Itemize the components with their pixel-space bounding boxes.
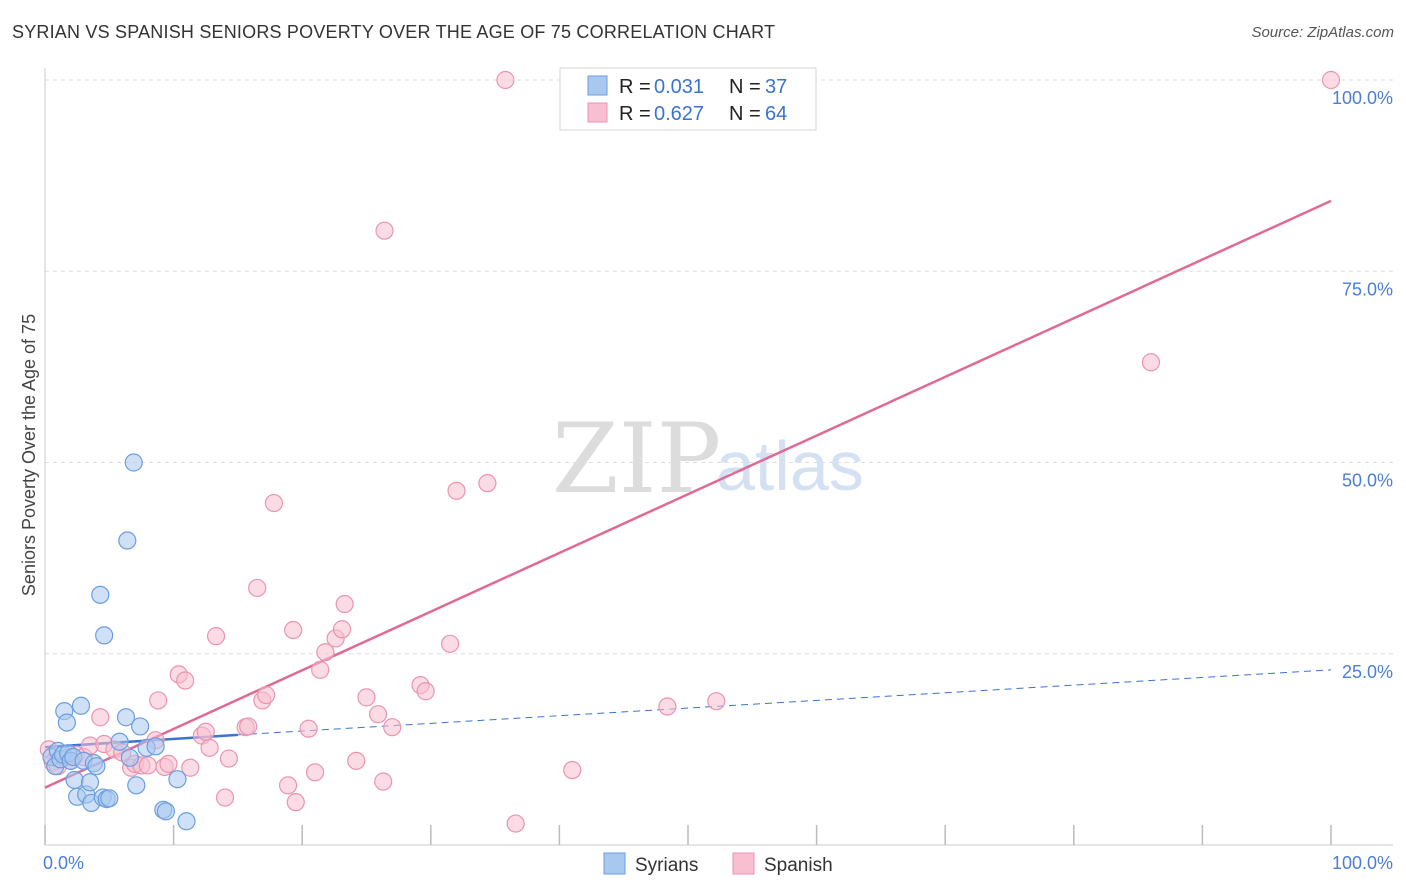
grid-layer [45,79,1396,655]
chart-title: SYRIAN VS SPANISH SENIORS POVERTY OVER T… [12,22,776,42]
spanish-point [383,718,402,737]
spanish-point [478,474,497,493]
syrians-legend-swatch [587,75,608,96]
y-axis-title: Seniors Poverty Over the Age of 75 [19,314,39,596]
spanish-point [91,708,110,727]
spanish-n-value: 64 [765,103,787,125]
syrians-point [110,732,129,751]
spanish-point [368,705,388,724]
syrians-point [91,585,110,604]
spanish-point [138,756,157,775]
spanish-r-value: 0.627 [654,103,704,125]
syrians-point [127,776,146,795]
spanish-point [347,751,366,770]
spanish-point [506,814,525,833]
x-tick-label: 100.0% [1332,853,1393,873]
spanish-point [357,688,376,707]
syrians-point [57,713,76,732]
spanish-point [149,691,168,710]
spanish-point [219,749,238,768]
syrians-point [120,748,139,767]
spanish-point [375,221,394,240]
syrians-point [124,453,143,472]
spanish-point [335,594,354,614]
spanish-point [305,763,325,782]
spanish-point [196,722,215,741]
syrians-point [65,770,84,790]
axis-layer: 25.0% 50.0% 75.0% 100.0% 0.0% 100.0% [43,68,1393,873]
y-tick-label: 25.0% [1342,662,1393,682]
spanish-point [200,738,219,757]
syrians-n-value: 37 [765,76,787,98]
spanish-point [707,692,726,711]
spanish-point [563,760,582,780]
spanish-r-label: R = [619,103,651,125]
spanish-trend-line [44,199,1332,789]
spanish-point [447,481,466,500]
spanish-point [278,776,298,795]
syrians-point [168,770,187,789]
spanish-point [239,717,258,736]
syrians-trend-extension [237,669,1332,736]
spanish-point [264,493,284,513]
syrians-point [118,531,137,550]
watermark-atlas: atlas [716,427,864,505]
spanish-point [206,627,226,646]
spanish-point [332,620,352,639]
spanish-n-label: N = [729,103,761,125]
spanish-point [159,754,178,774]
spanish-legend-swatch [587,102,608,123]
syrians-point [71,696,91,715]
spanish-point [311,660,330,679]
spanish-bottom-label: Spanish [764,855,833,876]
series-legend: Syrians Spanish [603,852,833,876]
spanish-point [496,70,515,90]
syrians-point [146,737,165,756]
syrians-point [95,626,114,645]
syrians-point [87,757,106,776]
syrians-point [131,717,150,736]
spanish-point [1321,70,1341,90]
spanish-point [286,793,305,812]
syrians-bottom-label: Syrians [635,855,698,876]
syrians-point [80,773,100,792]
spanish-point [1141,353,1161,372]
syrians-n-label: N = [729,76,761,98]
spanish-point [181,758,200,777]
spanish-point [248,578,267,598]
points-layer [39,70,1341,833]
spanish-point [284,620,303,640]
spanish-bottom-swatch [732,852,755,875]
y-tick-label: 75.0% [1342,279,1393,299]
stats-legend: R = 0.031 N = 37 R = 0.627 N = 64 [559,67,817,131]
syrians-r-value: 0.031 [654,76,704,98]
chart-source: Source: ZipAtlas.com [1251,24,1394,41]
y-tick-label: 50.0% [1342,471,1393,491]
syrians-r-label: R = [619,76,651,98]
spanish-point [316,643,335,662]
syrians-bottom-swatch [603,852,626,875]
syrians-point [100,789,119,808]
syrians-point [177,812,196,831]
trend-layer [44,199,1332,789]
spanish-point [299,719,318,738]
x-tick-label: 0.0% [43,853,84,873]
y-tick-label: 100.0% [1332,88,1393,108]
watermark: ZIP atlas [552,403,864,515]
syrians-point [156,802,175,821]
spanish-point [374,772,393,791]
spanish-point [440,634,460,653]
spanish-point [658,697,677,716]
spanish-point [416,682,435,701]
syrians-point [116,708,136,727]
spanish-point [215,788,235,807]
spanish-point [257,685,276,705]
spanish-point [176,671,195,690]
watermark-zip: ZIP [552,403,721,515]
